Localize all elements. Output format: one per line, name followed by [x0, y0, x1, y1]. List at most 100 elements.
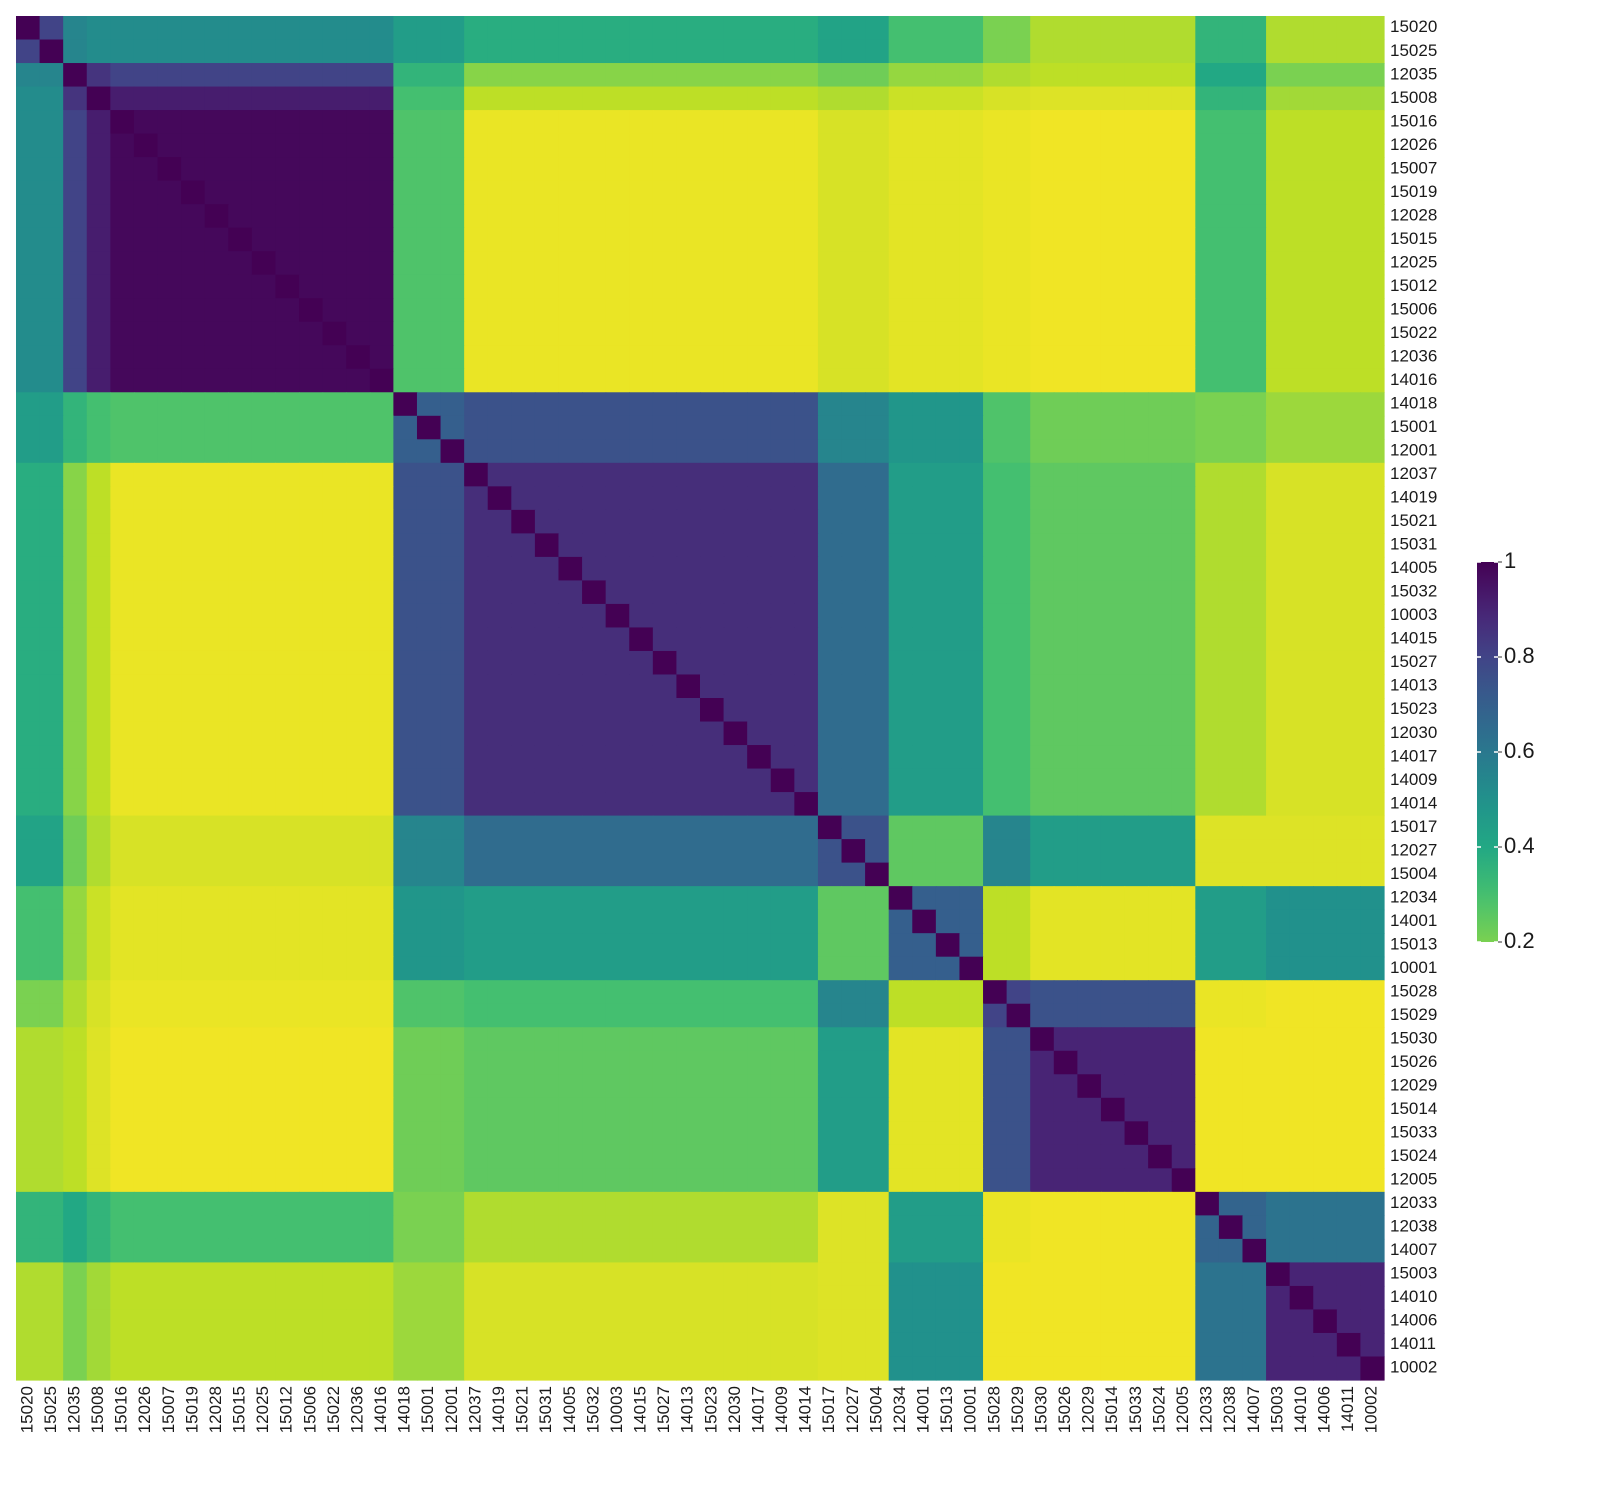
heatmap-cell — [582, 1027, 607, 1052]
heatmap-cell — [1336, 509, 1362, 534]
heatmap-cell — [817, 16, 843, 41]
heatmap-cell — [63, 603, 88, 629]
heatmap-cell — [1030, 251, 1055, 276]
heatmap-cell — [794, 1097, 819, 1122]
heatmap-cell — [1030, 886, 1055, 911]
heatmap-cell — [794, 1332, 819, 1358]
heatmap-cell — [1100, 839, 1126, 864]
heatmap-cell — [181, 1074, 206, 1099]
heatmap-cell — [983, 368, 1008, 393]
heatmap-cell — [299, 227, 324, 252]
heatmap-cell — [346, 1074, 371, 1099]
heatmap-cell — [16, 227, 41, 252]
heatmap-cell — [629, 251, 654, 276]
heatmap-cell — [1336, 180, 1362, 205]
heatmap-cell — [133, 815, 159, 840]
heatmap-cell — [558, 1191, 583, 1216]
heatmap-cell — [251, 39, 277, 64]
heatmap-cell — [487, 86, 512, 111]
heatmap-cell — [299, 251, 324, 276]
heatmap-cell — [1289, 345, 1314, 370]
heatmap-cell — [1242, 1215, 1267, 1240]
heatmap-cell — [1077, 1121, 1102, 1146]
heatmap-cell — [1313, 721, 1338, 746]
heatmap-cell — [1148, 439, 1173, 464]
heatmap-cell — [204, 63, 229, 88]
heatmap-cell — [1289, 603, 1314, 629]
heatmap-cell — [487, 392, 512, 417]
heatmap-cell — [133, 251, 159, 276]
heatmap-cell — [1077, 39, 1102, 64]
heatmap-cell — [181, 274, 206, 299]
heatmap-cell — [1006, 792, 1031, 817]
heatmap-cell — [181, 1262, 206, 1287]
heatmap-cell — [1053, 909, 1078, 934]
heatmap-cell — [1148, 39, 1173, 64]
heatmap-cell — [935, 1121, 961, 1146]
heatmap-cell — [935, 415, 961, 440]
heatmap-cell — [1242, 768, 1267, 793]
heatmap-cell — [1100, 792, 1126, 817]
heatmap-cell — [794, 509, 819, 534]
heatmap-cell — [275, 1050, 300, 1075]
heatmap-cell — [935, 274, 961, 299]
heatmap-cell — [1218, 1003, 1244, 1028]
heatmap-cell — [275, 1097, 300, 1122]
heatmap-cell — [629, 1097, 654, 1122]
heatmap-cell — [534, 1285, 560, 1311]
heatmap-cell — [605, 462, 630, 487]
heatmap-cell — [935, 1191, 961, 1216]
heatmap-cell — [1266, 839, 1291, 864]
heatmap-cell — [865, 556, 890, 582]
heatmap-cell — [440, 439, 465, 464]
heatmap-cell — [251, 909, 277, 934]
heatmap-cell — [935, 16, 961, 41]
heatmap-cell — [181, 227, 206, 252]
heatmap-cell — [16, 933, 41, 958]
heatmap-cell — [747, 133, 772, 158]
heatmap-cell — [16, 368, 41, 393]
heatmap-cell — [1195, 839, 1220, 864]
heatmap-cell — [723, 1332, 748, 1358]
heatmap-cell — [700, 862, 725, 887]
heatmap-cell — [346, 1168, 371, 1193]
heatmap-cell — [204, 133, 229, 158]
heatmap-cell — [1171, 580, 1196, 605]
heatmap-cell — [935, 1027, 961, 1052]
heatmap-cell — [63, 251, 88, 276]
heatmap-cell — [275, 956, 300, 981]
heatmap-cell — [204, 768, 229, 793]
heatmap-cell — [1124, 345, 1149, 370]
heatmap-cell — [251, 1356, 277, 1381]
heatmap-cell — [1336, 251, 1362, 276]
heatmap-cell — [935, 1074, 961, 1099]
heatmap-cell — [1077, 1168, 1102, 1193]
heatmap-cell — [322, 933, 347, 958]
heatmap-cell — [605, 1191, 630, 1216]
heatmap-cell — [582, 368, 607, 393]
heatmap-cell — [841, 486, 866, 511]
heatmap-cell — [817, 63, 843, 88]
heatmap-cell — [487, 650, 512, 676]
heatmap-cell — [723, 980, 748, 1005]
heatmap-cell — [228, 627, 253, 652]
heatmap-cell — [1124, 1050, 1149, 1075]
heatmap-cell — [817, 180, 843, 205]
heatmap-cell — [275, 603, 300, 629]
heatmap-cell — [251, 603, 277, 629]
heatmap-cell — [440, 603, 465, 629]
heatmap-cell — [1053, 839, 1078, 864]
heatmap-cell — [558, 321, 583, 346]
heatmap-cell — [1053, 509, 1078, 534]
heatmap-cell — [39, 1144, 64, 1169]
heatmap-cell — [865, 1215, 890, 1240]
heatmap-cell — [534, 345, 560, 370]
heatmap-cell — [817, 1238, 843, 1264]
axis-labels: 1502015020150251502512035120351500815008… — [17, 17, 1437, 1433]
heatmap-cell — [181, 768, 206, 793]
heatmap-cell — [157, 580, 182, 605]
heatmap-cell — [1313, 839, 1338, 864]
heatmap-cell — [959, 1262, 984, 1287]
heatmap-cell — [1030, 1027, 1055, 1052]
heatmap-cell — [1336, 650, 1362, 676]
